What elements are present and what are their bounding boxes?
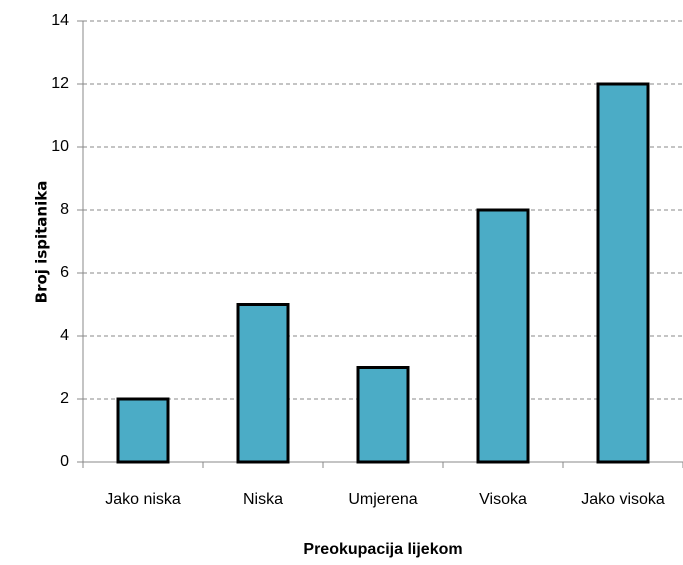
x-tick-label: Niska [243, 491, 283, 508]
y-axis-label: Broj ispitanika [33, 181, 51, 304]
y-tick-label: 12 [51, 75, 69, 92]
x-tick-label: Jako visoka [581, 491, 665, 508]
x-tick-label: Umjerena [348, 491, 417, 508]
bar [596, 82, 650, 464]
y-tick-label: 10 [51, 138, 69, 155]
bar [116, 397, 170, 464]
y-tick-label: 8 [60, 201, 69, 218]
bar [476, 208, 530, 464]
y-tick-label: 0 [60, 453, 69, 470]
y-tick-label: 14 [51, 12, 69, 29]
y-tick-label: 6 [60, 264, 69, 281]
y-tick-label: 4 [60, 327, 69, 344]
x-tick-label: Visoka [479, 491, 527, 508]
x-axis-label: Preokupacija lijekom [303, 541, 462, 558]
bar [356, 366, 410, 464]
y-tick-label: 2 [60, 390, 69, 407]
bar [236, 303, 290, 464]
x-tick-label: Jako niska [105, 491, 181, 508]
